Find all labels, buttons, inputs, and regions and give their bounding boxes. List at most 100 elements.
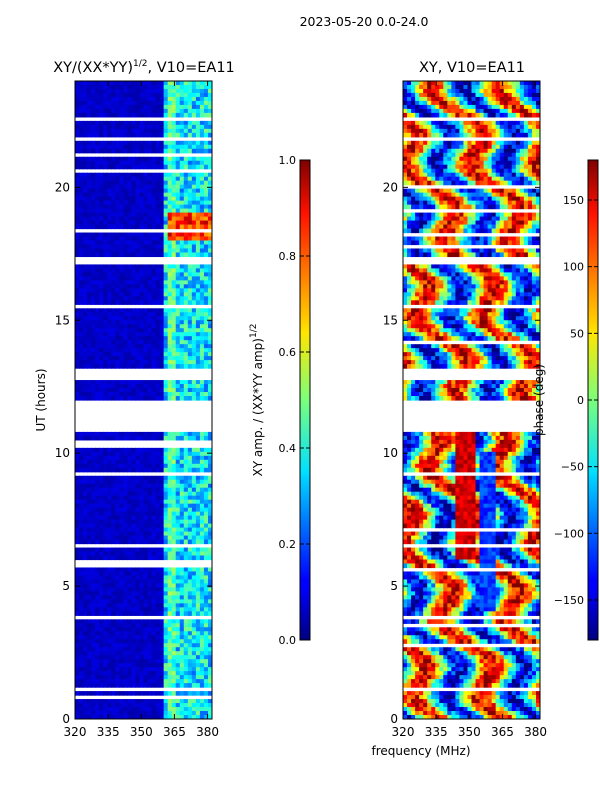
heatmap-cell	[143, 81, 149, 86]
heatmap-cell	[183, 435, 189, 441]
heatmap-cell	[191, 467, 197, 473]
heatmap-cell	[119, 344, 124, 349]
heatmap-cell	[175, 380, 181, 385]
heatmap-cell	[155, 515, 161, 521]
heatmap-cell	[191, 140, 197, 146]
heatmap-cell	[107, 691, 112, 696]
heatmap-cell	[175, 224, 181, 230]
heatmap-cell	[175, 487, 181, 493]
heatmap-cell	[147, 244, 153, 250]
heatmap-cell	[127, 651, 133, 656]
heatmap-cell	[207, 575, 212, 581]
heatmap-cell	[487, 92, 493, 98]
heatmap-cell	[159, 268, 165, 273]
heatmap-cell	[131, 328, 137, 333]
heatmap-cell	[139, 503, 145, 509]
heatmap-cell	[127, 655, 133, 660]
heatmap-cell	[131, 655, 137, 660]
heatmap-cell	[79, 296, 84, 301]
heatmap-cell	[99, 396, 104, 401]
heatmap-cell	[179, 647, 185, 652]
heatmap-cell	[79, 324, 84, 329]
heatmap-cell	[91, 515, 96, 521]
heatmap-cell	[135, 515, 141, 521]
heatmap-cell	[163, 172, 169, 178]
heatmap-cell	[163, 308, 169, 313]
heatmap-cell	[111, 320, 116, 325]
heatmap-cell	[131, 288, 137, 293]
heatmap-cell	[79, 483, 84, 489]
heatmap-cell	[143, 659, 149, 664]
heatmap-cell	[91, 380, 96, 385]
heatmap-cell	[171, 316, 177, 321]
heatmap-cell	[179, 380, 185, 385]
heatmap-cell	[79, 587, 84, 592]
heatmap-cell	[435, 88, 440, 94]
heatmap-cell	[191, 671, 197, 676]
heatmap-cell	[499, 100, 505, 106]
heatmap-cell	[175, 96, 181, 102]
heatmap-cell	[195, 140, 201, 146]
heatmap-cell	[179, 364, 185, 369]
heatmap-cell	[99, 571, 104, 577]
heatmap-cell	[119, 388, 124, 393]
heatmap-cell	[187, 431, 193, 437]
heatmap-cell	[155, 88, 161, 94]
heatmap-cell	[107, 491, 112, 497]
heatmap-cell	[95, 487, 100, 493]
heatmap-cell	[99, 459, 104, 465]
heatmap-cell	[155, 583, 161, 589]
heatmap-cell	[119, 691, 124, 696]
heatmap-cell	[123, 324, 128, 329]
heatmap-cell	[75, 671, 80, 676]
heatmap-cell	[139, 348, 145, 353]
heatmap-cell	[503, 81, 509, 86]
heatmap-cell	[79, 252, 84, 258]
heatmap-cell	[91, 595, 96, 600]
heatmap-cell	[423, 104, 428, 110]
heatmap-cell	[203, 511, 209, 517]
heatmap-cell	[179, 691, 185, 696]
heatmap-cell	[115, 479, 120, 485]
heatmap-cell	[191, 455, 197, 461]
heatmap-cell	[159, 587, 165, 592]
heatmap-cell	[123, 663, 128, 668]
heatmap-cell	[187, 707, 193, 712]
heatmap-cell	[91, 268, 96, 273]
heatmap-cell	[199, 491, 205, 497]
heatmap-cell	[163, 495, 169, 501]
heatmap-cell	[175, 308, 181, 313]
heatmap-cell	[175, 679, 181, 684]
heatmap-cell	[103, 148, 108, 154]
heatmap-cell	[183, 364, 189, 369]
heatmap-cell	[187, 316, 193, 321]
heatmap-cell	[195, 531, 201, 537]
heatmap-cell	[155, 547, 161, 553]
heatmap-cell	[155, 308, 161, 313]
heatmap-cell	[131, 212, 137, 218]
heatmap-cell	[159, 232, 165, 238]
heatmap-cell	[119, 463, 124, 469]
heatmap-cell	[175, 675, 181, 680]
heatmap-cell	[187, 495, 193, 501]
heatmap-cell	[99, 92, 104, 98]
heatmap-cell	[163, 224, 169, 230]
heatmap-cell	[131, 643, 137, 648]
heatmap-cell	[175, 184, 181, 190]
heatmap-cell	[103, 507, 108, 513]
heatmap-cell	[515, 120, 521, 126]
heatmap-cell	[83, 571, 88, 577]
heatmap-cell	[87, 328, 92, 333]
heatmap-cell	[431, 81, 436, 86]
heatmap-cell	[175, 204, 181, 210]
heatmap-cell	[163, 707, 169, 712]
heatmap-cell	[163, 240, 169, 246]
heatmap-cell	[79, 631, 84, 636]
heatmap-cell	[119, 435, 124, 441]
heatmap-cell	[187, 623, 193, 628]
heatmap-cell	[159, 483, 165, 489]
heatmap-cell	[143, 200, 149, 206]
heatmap-cell	[87, 340, 92, 345]
heatmap-cell	[115, 707, 120, 712]
heatmap-cell	[411, 132, 416, 138]
